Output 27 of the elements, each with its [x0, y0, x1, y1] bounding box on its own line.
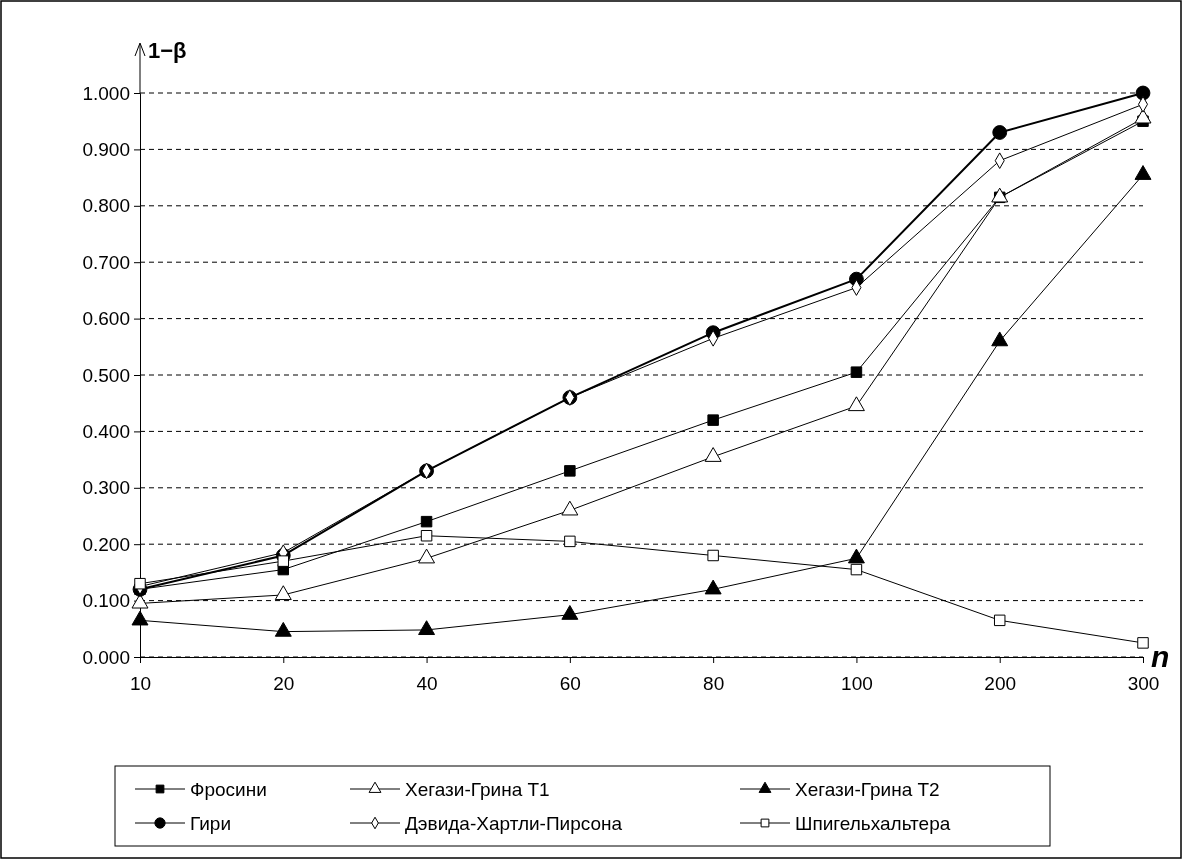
- y-axis-title: 1−β: [148, 38, 187, 63]
- legend-label: Дэвида-Хартли-Пирсона: [405, 813, 623, 834]
- x-tick-label: 200: [984, 673, 1017, 695]
- y-tick-label: 0.700: [82, 251, 130, 273]
- y-tick-label: 0.500: [82, 364, 130, 386]
- legend-label: Гири: [190, 813, 232, 834]
- y-tick-label: 0.800: [82, 195, 130, 217]
- x-tick-label: 10: [129, 673, 152, 695]
- legend-label: Хегази-Грина Т2: [795, 779, 940, 800]
- y-tick-label: 0.600: [82, 308, 130, 330]
- y-tick-label: 0.300: [82, 477, 130, 499]
- y-tick-label: 0.100: [82, 590, 130, 612]
- x-tick-label: 300: [1127, 673, 1160, 695]
- x-tick-label: 80: [703, 673, 725, 695]
- legend-label: Хегази-Грина Т1: [405, 779, 550, 800]
- y-tick-label: 0.900: [82, 138, 130, 160]
- legend-label: Фросини: [190, 779, 267, 800]
- y-tick-label: 0.400: [82, 420, 130, 442]
- x-tick-label: 20: [273, 673, 295, 695]
- y-tick-label: 0.200: [82, 533, 130, 555]
- y-tick-label: 1.000: [82, 82, 130, 104]
- x-axis-title: n: [1151, 640, 1170, 673]
- x-tick-label: 60: [559, 673, 581, 695]
- x-tick-label: 100: [841, 673, 873, 695]
- x-tick-label: 40: [416, 673, 438, 695]
- y-tick-label: 0.000: [82, 646, 130, 668]
- legend-label: Шпигельхальтера: [795, 813, 951, 834]
